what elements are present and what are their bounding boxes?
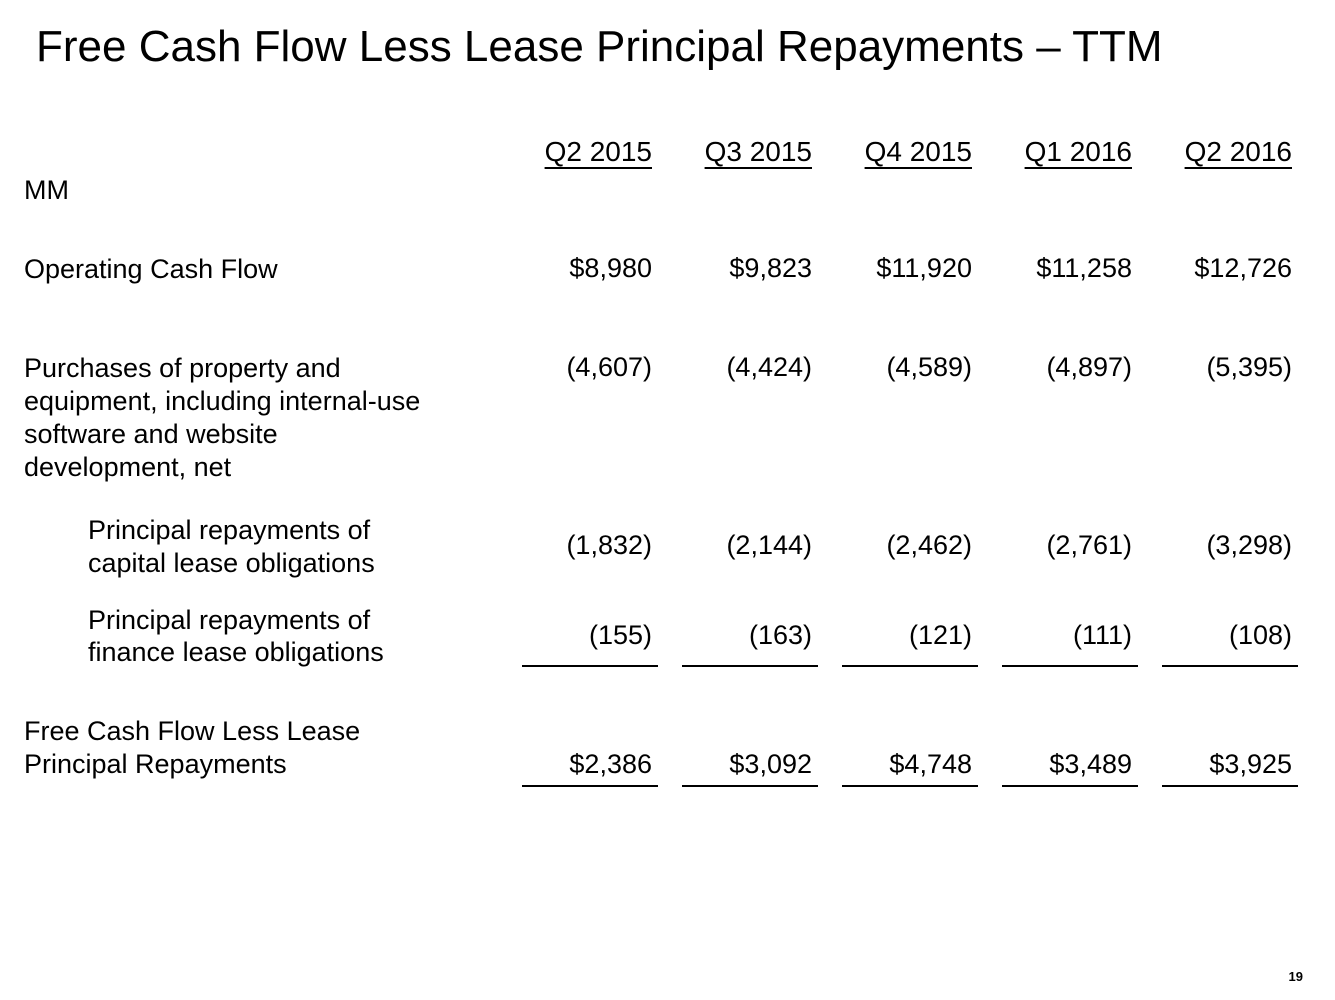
cell-value: $3,489 bbox=[1002, 715, 1138, 788]
row-label: Operating Cash Flow bbox=[22, 253, 522, 286]
row-label-line: capital lease obligations bbox=[88, 547, 375, 578]
cell-value: (4,607) bbox=[566, 351, 652, 382]
table-row-free-cash-flow-total: Free Cash Flow Less Lease Principal Repa… bbox=[22, 715, 1335, 788]
cell-value: (1,832) bbox=[566, 529, 652, 560]
page-number: 19 bbox=[1288, 969, 1303, 984]
table-row-operating-cash-flow: Operating Cash Flow $8,980 $9,823 $11,92… bbox=[22, 253, 1335, 286]
cell-value: $4,748 bbox=[842, 715, 978, 788]
column-header-q3-2015: Q3 2015 bbox=[704, 136, 812, 167]
cell-value: (108) bbox=[1162, 604, 1298, 667]
cell-value: (163) bbox=[682, 604, 818, 667]
cell-value: (4,897) bbox=[1046, 351, 1132, 382]
cell-value: (4,589) bbox=[886, 351, 972, 382]
table-row-purchases: Purchases of property and equipment, inc… bbox=[22, 352, 1335, 484]
row-label: Principal repayments of capital lease ob… bbox=[22, 514, 522, 580]
table-header-row: MM Q2 2015 Q3 2015 Q4 2015 Q1 2016 Q2 20… bbox=[22, 136, 1335, 207]
row-label-line: finance lease obligations bbox=[88, 637, 384, 668]
cell-value: $2,386 bbox=[522, 715, 658, 788]
row-label-line: Operating Cash Flow bbox=[24, 253, 278, 284]
row-label-line: Principal Repayments bbox=[24, 749, 287, 780]
cell-value: (111) bbox=[1002, 604, 1138, 667]
cell-value: $9,823 bbox=[729, 252, 812, 283]
cell-value: (2,761) bbox=[1046, 529, 1132, 560]
cell-value: $12,726 bbox=[1194, 252, 1292, 283]
column-header-q4-2015: Q4 2015 bbox=[864, 136, 972, 167]
row-label: Principal repayments of finance lease ob… bbox=[22, 604, 522, 670]
row-label-line: Principal repayments of bbox=[88, 604, 371, 635]
cell-value: $11,920 bbox=[876, 252, 972, 283]
row-label: Free Cash Flow Less Lease Principal Repa… bbox=[22, 715, 522, 781]
row-label-line: equipment, including internal-use bbox=[24, 385, 421, 416]
cell-value: $3,092 bbox=[682, 715, 818, 788]
row-label: Purchases of property and equipment, inc… bbox=[22, 352, 522, 484]
unit-label: MM bbox=[24, 175, 69, 205]
column-header-q1-2016: Q1 2016 bbox=[1024, 136, 1132, 167]
cell-value: (155) bbox=[522, 604, 658, 667]
row-label-line: Principal repayments of bbox=[88, 514, 371, 545]
column-header-q2-2016: Q2 2016 bbox=[1184, 136, 1292, 167]
slide-title: Free Cash Flow Less Lease Principal Repa… bbox=[36, 22, 1163, 71]
cell-value: (3,298) bbox=[1206, 529, 1292, 560]
cell-value: (5,395) bbox=[1206, 351, 1292, 382]
cell-value: $11,258 bbox=[1036, 252, 1132, 283]
table-row-capital-lease: Principal repayments of capital lease ob… bbox=[22, 514, 1335, 580]
table-row-finance-lease: Principal repayments of finance lease ob… bbox=[22, 604, 1335, 670]
row-label-line: Free Cash Flow Less Lease bbox=[24, 716, 361, 747]
cell-value: (4,424) bbox=[726, 351, 812, 382]
row-label-line: Purchases of property and bbox=[24, 352, 341, 383]
cell-value: (2,144) bbox=[726, 529, 812, 560]
cell-value: (2,462) bbox=[886, 529, 972, 560]
column-header-q2-2015: Q2 2015 bbox=[544, 136, 652, 167]
cell-value: $8,980 bbox=[569, 252, 652, 283]
cell-value: (121) bbox=[842, 604, 978, 667]
financial-table: MM Q2 2015 Q3 2015 Q4 2015 Q1 2016 Q2 20… bbox=[22, 136, 1335, 788]
row-label-line: development, net bbox=[24, 451, 232, 482]
cell-value: $3,925 bbox=[1162, 715, 1298, 788]
row-label-line: software and website bbox=[24, 418, 278, 449]
